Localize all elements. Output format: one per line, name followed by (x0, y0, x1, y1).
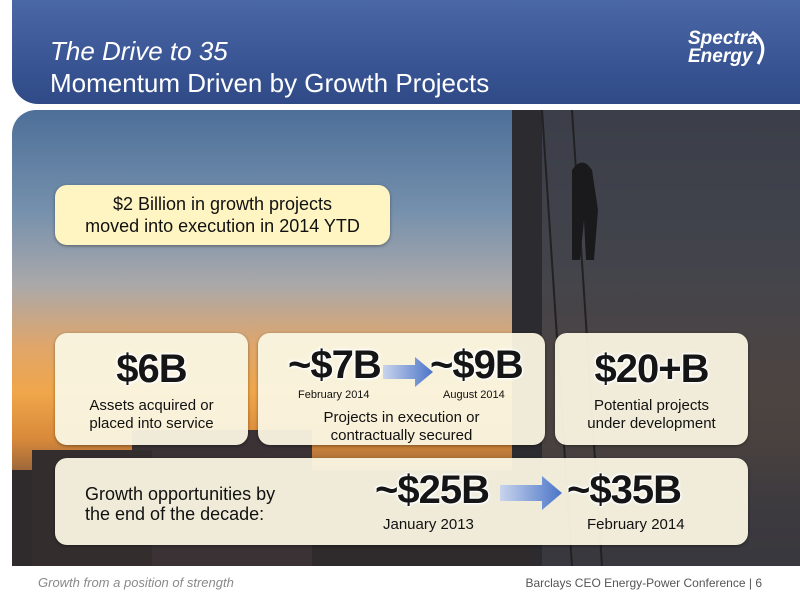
logo-text: Energy (688, 46, 753, 67)
stat-date: February 2014 (298, 389, 370, 401)
stat-card: $20+B Potential projects under developme… (555, 333, 748, 445)
logo: Spectra Energy (688, 28, 758, 67)
subtitle: Momentum Driven by Growth Projects (50, 68, 490, 98)
logo-swoosh (751, 30, 765, 65)
stat-card: $6B Assets acquired or placed into servi… (55, 333, 248, 445)
title: The Drive to 35 (50, 36, 228, 66)
stat-text: under development (587, 415, 716, 432)
stat-value: $6B (116, 347, 187, 391)
callout-text: $2 Billion in growth projects (112, 194, 333, 214)
logo-text: Spectra (688, 28, 758, 49)
stat-text: placed into service (89, 415, 214, 432)
footer-conference: Barclays CEO Energy-Power Conference | 6 (525, 576, 762, 590)
stat-date: August 2014 (443, 389, 505, 401)
callout-text: moved into execution in 2014 YTD (85, 216, 360, 236)
growth-label: the end of the decade: (85, 504, 265, 524)
callout: $2 Billion in growth projects moved into… (55, 185, 390, 245)
growth-label: Growth opportunities by (85, 484, 276, 504)
arrow (383, 357, 433, 387)
growth-card: Growth opportunities by the end of the d… (55, 458, 748, 545)
growth-date: February 2014 (587, 516, 685, 533)
growth-value: ~$25B (375, 468, 490, 512)
stat-value: ~$7B (288, 343, 382, 387)
footer-tagline: Growth from a position of strength (38, 575, 234, 590)
stat-text: Potential projects (593, 397, 710, 414)
stat-value: $20+B (594, 347, 710, 391)
growth-date: January 2013 (383, 516, 474, 533)
stat-text: contractually secured (330, 427, 473, 444)
stat-text: Assets acquired or (89, 397, 214, 414)
stat-card: ~$7B ~$9B February 2014 August 2014 Proj… (258, 333, 545, 445)
header-band (12, 0, 800, 104)
stat-text: Projects in execution or (323, 409, 480, 426)
growth-value: ~$35B (567, 468, 682, 512)
stat-value: ~$9B (430, 343, 524, 387)
arrow (500, 476, 562, 510)
